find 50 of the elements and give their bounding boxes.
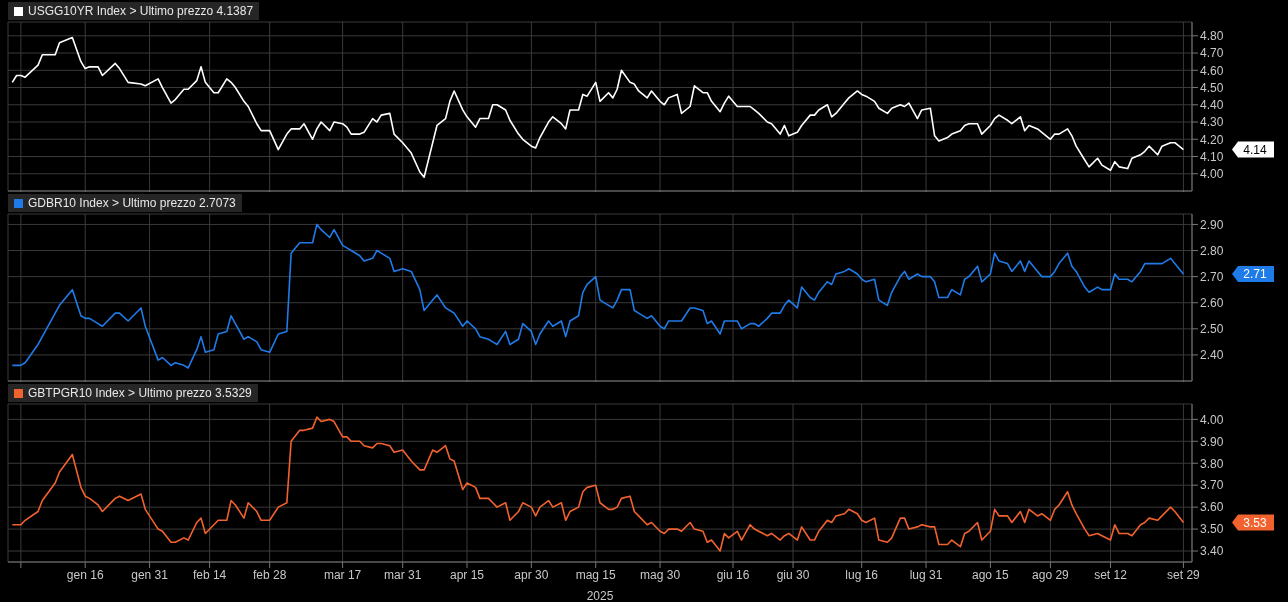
x-tick-label: lug 16 xyxy=(845,567,879,582)
y-tick-label: 3.50 xyxy=(1200,522,1224,537)
y-tick-label: 2.90 xyxy=(1200,217,1224,232)
text: 4.14 xyxy=(1243,142,1267,157)
x-tick-label: mar 17 xyxy=(323,567,362,582)
x-tick-label: feb 14 xyxy=(192,567,227,582)
legend-label: USGG10YR Index > Ultimo prezzo 4.1387 xyxy=(28,4,254,18)
x-tick-label: apr 30 xyxy=(514,567,549,582)
line-series xyxy=(11,416,1185,552)
y-tick-label: 4.60 xyxy=(1200,63,1224,78)
x-tick-label: set 12 xyxy=(1094,567,1128,582)
x-tick-label: feb 28 xyxy=(252,567,287,582)
x-tick-label: gen 31 xyxy=(131,567,169,582)
y-tick-label: 3.80 xyxy=(1200,456,1224,471)
x-tick-label: ago 29 xyxy=(1032,567,1070,582)
legend-label: GBTPGR10 Index > Ultimo prezzo 3.5329 xyxy=(28,386,252,400)
line-series xyxy=(11,36,1185,178)
y-tick-label: 3.70 xyxy=(1200,478,1224,493)
y-tick-label: 4.30 xyxy=(1200,115,1224,130)
y-tick-label: 2.70 xyxy=(1200,269,1224,284)
y-tick-label: 4.00 xyxy=(1200,412,1224,427)
text: 2.71 xyxy=(1243,267,1267,282)
x-tick-label: mag 15 xyxy=(575,567,617,582)
x-tick-label: ago 15 xyxy=(972,567,1010,582)
y-tick-label: 4.70 xyxy=(1200,46,1224,61)
y-tick-label: 3.40 xyxy=(1200,544,1224,559)
y-tick-label: 4.20 xyxy=(1200,132,1224,147)
x-tick-label: mag 30 xyxy=(640,567,681,582)
y-tick-label: 2.80 xyxy=(1200,243,1224,258)
y-tick-label: 4.50 xyxy=(1200,80,1224,95)
x-tick-label: giu 30 xyxy=(776,567,810,582)
y-tick-label: 2.60 xyxy=(1200,295,1224,310)
x-tick-label: gen 16 xyxy=(66,567,104,582)
x-axis-title: 2025 xyxy=(586,589,614,602)
y-tick-label: 2.50 xyxy=(1200,322,1224,337)
y-tick-label: 3.60 xyxy=(1200,500,1224,515)
y-tick-label: 4.80 xyxy=(1200,29,1224,44)
y-tick-label: 2.40 xyxy=(1200,348,1224,363)
x-tick-label: giu 16 xyxy=(716,567,750,582)
x-tick-label: set 29 xyxy=(1167,567,1201,582)
y-tick-label: 3.90 xyxy=(1200,434,1224,449)
line-series xyxy=(11,223,1185,369)
y-tick-label: 4.40 xyxy=(1200,98,1224,113)
y-tick-label: 4.10 xyxy=(1200,149,1224,164)
x-tick-label: mar 31 xyxy=(383,567,422,582)
text: 3.53 xyxy=(1243,515,1267,530)
x-tick-label: apr 15 xyxy=(450,567,485,582)
x-tick-label: lug 31 xyxy=(909,567,943,582)
legend-label: GDBR10 Index > Ultimo prezzo 2.7073 xyxy=(28,196,236,210)
y-tick-label: 4.00 xyxy=(1200,167,1224,182)
